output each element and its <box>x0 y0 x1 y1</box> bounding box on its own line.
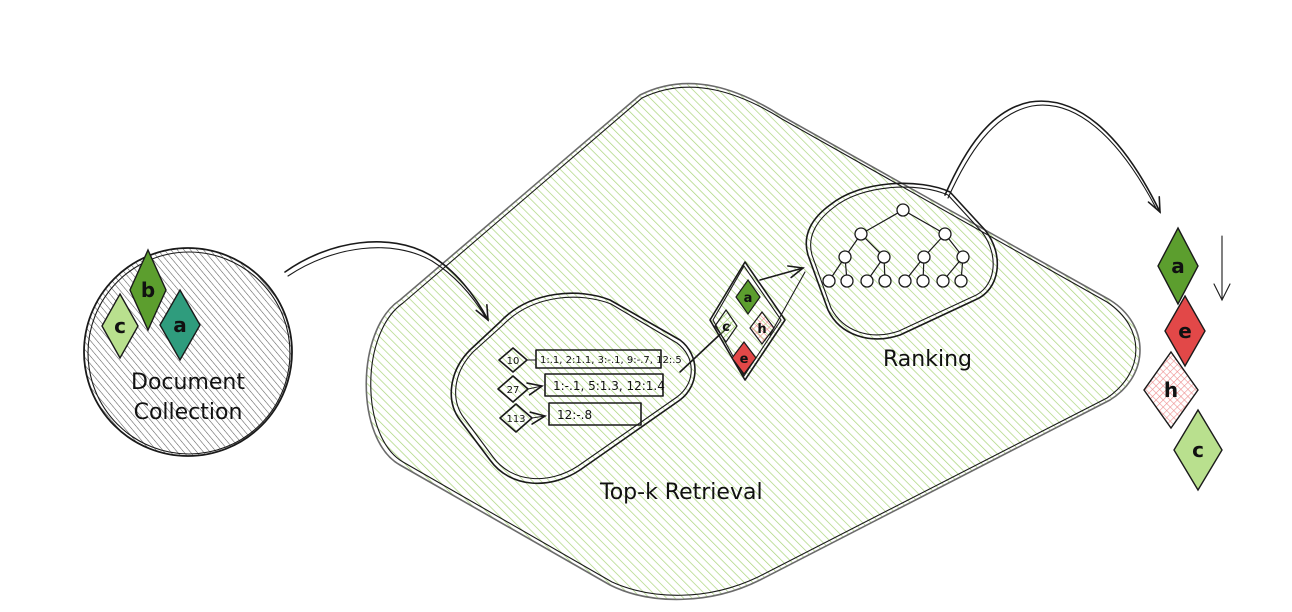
tree-node <box>916 274 930 288</box>
doc-diamond <box>1157 226 1199 306</box>
term-diamond <box>497 375 529 403</box>
collection-doc-c: c <box>101 292 139 360</box>
postings-box <box>548 402 642 426</box>
tree-node <box>877 250 891 264</box>
doc-diamond <box>1143 350 1199 430</box>
ranked-doc-h: h <box>1143 350 1199 430</box>
term-label: 113 <box>506 414 525 425</box>
term-label: 27 <box>507 385 520 396</box>
postings-box <box>535 349 662 369</box>
document-collection: c b a Document Collection <box>83 247 293 457</box>
postings-text: 1:-.1, 5:1.3, 12:1.4 <box>553 379 665 393</box>
ranking-model <box>805 182 999 340</box>
ranking-tree <box>822 203 970 288</box>
collection-label-line-1: Document <box>131 370 245 395</box>
doc-letter: a <box>1171 254 1185 278</box>
ranked-output: a e h c <box>1143 226 1231 492</box>
term-arrow <box>528 386 542 389</box>
candidate-doc-a: a <box>735 278 761 316</box>
doc-diamond <box>159 288 201 362</box>
arrow-candidates-to-ranking <box>759 268 803 281</box>
doc-letter: c <box>1192 438 1204 462</box>
doc-letter: e <box>1178 319 1192 343</box>
arrow-ranking-to-output-stroke-2 <box>947 104 1157 209</box>
ranking-box <box>805 182 999 340</box>
doc-diamond <box>1173 408 1223 492</box>
retrieval-region-outline-2 <box>370 86 1137 596</box>
retrieval-label: Top-k Retrieval <box>599 480 763 505</box>
term-label: 10 <box>507 356 520 367</box>
candidate-diamond-outline-2 <box>712 264 782 378</box>
term-diamond <box>498 347 528 373</box>
doc-letter: c <box>722 320 730 335</box>
index-entry-1: 10 1:.1, 2:1.1, 3:-.1, 9:-.7, 12:.5 <box>498 347 682 373</box>
postings-text: 1:.1, 2:1.1, 3:-.1, 9:-.7, 12:.5 <box>540 355 682 366</box>
ranked-doc-e: e <box>1164 294 1206 368</box>
tree-node <box>898 274 912 288</box>
postings-box <box>544 373 664 397</box>
candidate-doc-h: h <box>749 311 775 345</box>
arrow-collection-to-index-stroke-2 <box>287 247 487 319</box>
arrow-collection-to-index <box>284 241 488 320</box>
tree-node <box>854 227 868 241</box>
doc-letter: h <box>1164 378 1178 402</box>
retrieval-region <box>365 82 1141 601</box>
doc-letter: h <box>757 322 766 337</box>
postings-text: 12:-.8 <box>557 408 592 422</box>
doc-letter: b <box>141 278 155 302</box>
index-entry-3: 113 12:-.8 <box>499 402 642 433</box>
tree-node <box>938 227 952 241</box>
tree-edge <box>860 209 904 235</box>
doc-letter: c <box>114 314 126 338</box>
tree-node <box>956 250 970 264</box>
tree-node <box>822 274 836 288</box>
candidate-doc-c: c <box>714 308 738 344</box>
tree-edge <box>902 209 946 235</box>
index-box-outline-2 <box>455 296 692 480</box>
arrow-ranking-to-output <box>944 100 1160 212</box>
tree-node <box>860 274 874 288</box>
collection-circle-outline-2 <box>87 251 291 455</box>
collection-label-line-2: Collection <box>134 400 243 425</box>
tree-node <box>878 274 892 288</box>
candidate-doc-e: e <box>731 341 757 375</box>
down-arrow-icon <box>1213 235 1231 302</box>
doc-diamond <box>714 308 738 344</box>
doc-diamond <box>731 341 757 375</box>
doc-diamond <box>101 292 139 360</box>
candidate-diamond <box>709 261 786 381</box>
tree-node <box>896 203 910 217</box>
tree-node <box>954 274 968 288</box>
ranking-label: Ranking <box>883 347 972 372</box>
ranked-doc-c: c <box>1173 408 1223 492</box>
ranked-doc-a: a <box>1157 226 1199 306</box>
index-entry-2: 27 1:-.1, 5:1.3, 12:1.4 <box>497 373 665 403</box>
tree-node <box>838 250 852 264</box>
collection-doc-b: b <box>129 248 167 332</box>
candidate-set: a c h e <box>709 261 786 381</box>
index-box <box>450 292 696 485</box>
down-arrow-head <box>1213 283 1231 302</box>
ranking-box-outline-2 <box>810 186 994 336</box>
term-diamond <box>499 403 533 433</box>
term-arrow <box>532 416 545 418</box>
collection-doc-a: a <box>159 288 201 362</box>
doc-diamond <box>735 278 761 316</box>
doc-diamond <box>749 311 775 345</box>
tree-node <box>936 274 950 288</box>
doc-letter: e <box>740 352 749 367</box>
inverted-index: 10 1:.1, 2:1.1, 3:-.1, 9:-.7, 12:.5 27 1… <box>450 292 696 485</box>
retrieval-region-shape <box>365 82 1141 601</box>
arrow-candidates-to-ranking-2 <box>769 271 806 336</box>
doc-diamond <box>129 248 167 332</box>
doc-diamond <box>1164 294 1206 368</box>
tree-node <box>840 274 854 288</box>
tree-node <box>917 250 931 264</box>
doc-letter: a <box>173 313 187 337</box>
doc-letter: a <box>744 291 753 306</box>
